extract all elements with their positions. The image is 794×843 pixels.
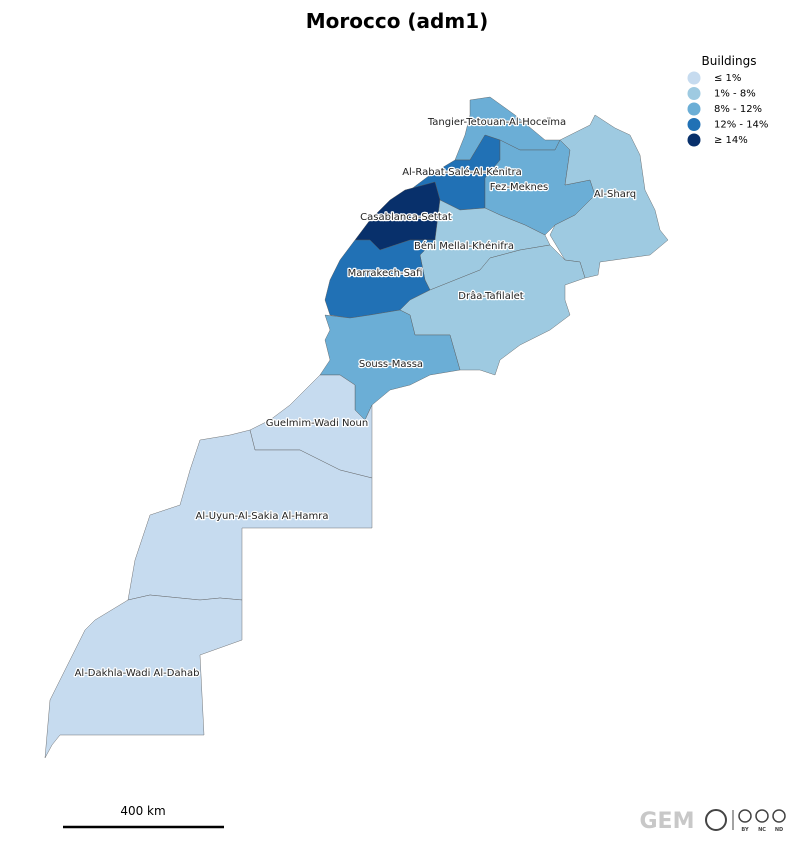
region-label: Marrakech-Safi: [348, 268, 423, 279]
license-text: ND: [775, 827, 783, 833]
legend-swatch: [687, 118, 701, 131]
license-text: NC: [758, 827, 766, 833]
regions: [44, 96, 669, 759]
scale-bar: 400 km: [63, 804, 224, 829]
legend-label: 8% - 12%: [714, 104, 762, 115]
legend-label: ≤ 1%: [714, 73, 741, 84]
region-label: Béni Mellal-Khénifra: [414, 240, 514, 252]
logo: GEM: [640, 809, 695, 834]
region-label: Al-Rabat-Salé-Al-Kénitra: [402, 166, 522, 178]
scale-label: 400 km: [120, 804, 165, 818]
legend-label: ≥ 14%: [714, 135, 748, 146]
region-label: Al-Uyun-Al-Sakia Al-Hamra: [196, 511, 329, 522]
legend-label: 12% - 14%: [714, 120, 768, 131]
legend-title: Buildings: [702, 54, 757, 68]
region-label: Casablanca-Settat: [360, 212, 452, 223]
region: [549, 114, 669, 279]
region-label: Al-Dakhla-Wadi Al-Dahab: [75, 668, 200, 679]
legend-swatch: [687, 102, 701, 116]
credits: GEM BY NC ND: [640, 809, 786, 834]
cc-icon: [705, 809, 727, 831]
region-label: Guelmim-Wadi Noun: [266, 418, 368, 429]
region-label: Souss-Massa: [359, 359, 423, 370]
region-label: Al-Sharq: [594, 189, 636, 200]
region-label: Tangier-Tetouan-Al-Hoceïma: [427, 117, 566, 128]
license-icon: [738, 809, 752, 823]
region-label: Drâa-Tafilalet: [458, 290, 523, 302]
license-text: BY: [741, 827, 749, 833]
legend-swatch: [687, 87, 701, 100]
region-label: Fez-Meknes: [490, 182, 549, 193]
license-icon: [755, 809, 769, 823]
legend: Buildings ≤ 1% 1% - 8% 8% - 12% 12% - 14% ≥ …: [687, 54, 768, 147]
legend-swatch: [687, 133, 701, 147]
legend-label: 1% - 8%: [714, 89, 756, 100]
map-title: Morocco (adm1): [306, 9, 489, 33]
region: [44, 594, 243, 759]
region-labels: Tangier-Tetouan-Al-Hoceïma Al-Rabat-Salé…: [73, 116, 637, 681]
legend-swatch: [687, 71, 701, 85]
license-icon: [772, 809, 786, 823]
